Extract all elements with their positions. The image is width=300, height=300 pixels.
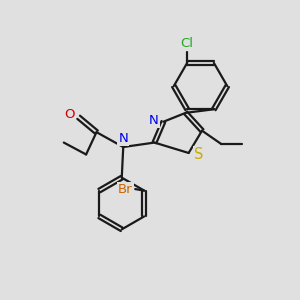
Text: S: S	[194, 147, 204, 162]
Text: N: N	[149, 114, 159, 127]
Text: O: O	[64, 108, 74, 122]
Text: Br: Br	[118, 183, 133, 196]
Text: N: N	[118, 132, 128, 145]
Text: Cl: Cl	[181, 37, 194, 50]
